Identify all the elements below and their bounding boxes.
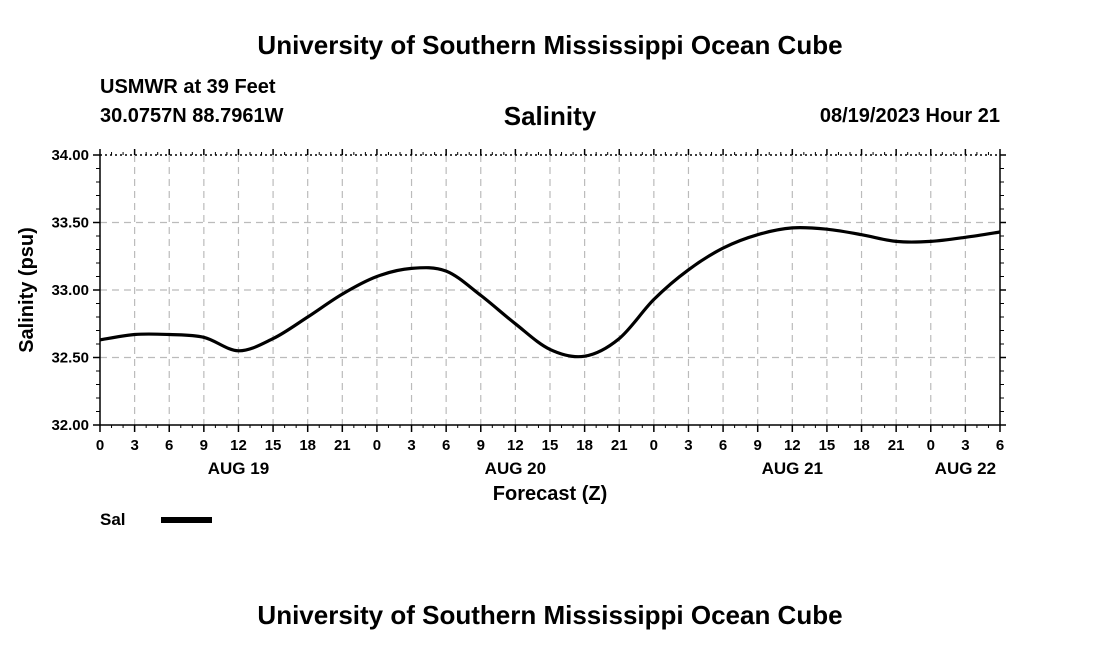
y-tick-label: 32.00: [51, 417, 89, 434]
y-tick-label: 33.50: [51, 215, 89, 232]
day-label: AUG 22: [935, 459, 996, 478]
forecast-run-time: 08/19/2023 Hour 21: [819, 105, 1000, 127]
x-tick-label: 3: [961, 437, 969, 454]
x-axis-title: Forecast (Z): [493, 483, 607, 505]
x-tick-label: 9: [200, 437, 208, 454]
x-tick-label: 6: [165, 437, 173, 454]
x-tick-label: 15: [542, 437, 559, 454]
x-tick-label: 18: [853, 437, 870, 454]
x-tick-label: 3: [407, 437, 415, 454]
x-tick-label: 6: [996, 437, 1004, 454]
x-tick-label: 21: [334, 437, 351, 454]
x-tick-label: 15: [265, 437, 282, 454]
y-tick-label: 34.00: [51, 147, 89, 164]
station-coordinates: 30.0757N 88.7961W: [100, 105, 284, 127]
x-tick-label: 18: [576, 437, 593, 454]
day-label: AUG 20: [485, 459, 546, 478]
x-tick-label: 12: [230, 437, 247, 454]
x-tick-label: 6: [719, 437, 727, 454]
x-tick-label: 21: [611, 437, 628, 454]
x-tick-label: 12: [784, 437, 801, 454]
y-axis-title: Salinity (psu): [16, 227, 38, 353]
salinity-chart: 0 3 6 9 12 15 18 21 0 3 6 9 12 15 18 21 0 3 6 9 12 15 18 21 0 3 6 3…: [16, 147, 1006, 529]
station-label: USMWR at 39 Feet: [100, 76, 276, 98]
x-tick-label: 9: [754, 437, 762, 454]
y-tick-label: 33.00: [51, 282, 89, 299]
x-tick-label: 0: [96, 437, 104, 454]
x-tick-label: 21: [888, 437, 905, 454]
x-tick-label: 18: [299, 437, 316, 454]
footer-title: University of Southern Mississippi Ocean…: [257, 600, 843, 630]
legend-label: Sal: [100, 510, 126, 529]
series-line-salinity: [99, 225, 1001, 359]
x-tick-label: 3: [684, 437, 692, 454]
page-title: University of Southern Mississippi Ocean…: [257, 30, 843, 60]
chart-title: Salinity: [503, 101, 597, 131]
x-tick-label: 0: [927, 437, 935, 454]
day-label: AUG 21: [762, 459, 823, 478]
x-tick-label: 3: [130, 437, 138, 454]
x-tick-label: 12: [507, 437, 524, 454]
x-tick-label: 6: [442, 437, 450, 454]
x-tick-label: 0: [650, 437, 658, 454]
day-label: AUG 19: [208, 459, 269, 478]
x-tick-label: 9: [477, 437, 485, 454]
x-tick-label: 0: [373, 437, 381, 454]
x-tick-label: 15: [819, 437, 836, 454]
y-tick-label: 32.50: [51, 350, 89, 367]
